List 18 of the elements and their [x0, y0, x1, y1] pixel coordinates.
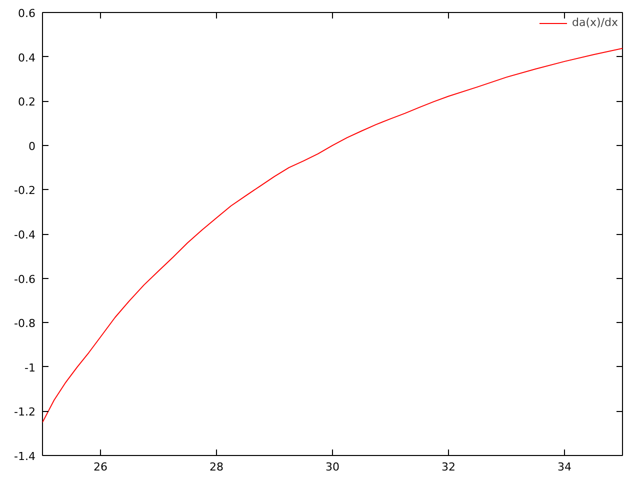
- y-tick-label: -0.4: [14, 228, 36, 242]
- x-tick-label: 28: [210, 460, 224, 474]
- y-tick-label: 0.2: [18, 96, 36, 109]
- y-tick-label: 0.4: [18, 51, 36, 64]
- x-tick-label: 26: [94, 460, 108, 474]
- y-tick-label: -1: [24, 361, 36, 374]
- x-tick-label: 30: [326, 460, 340, 474]
- line-series: [42, 48, 622, 423]
- y-tick-label: -0.8: [14, 317, 36, 330]
- y-tick-label: -0.6: [14, 272, 36, 286]
- y-tick-label: -1.4: [14, 450, 36, 463]
- y-tick-label: 0.6: [18, 7, 36, 20]
- legend-label: da(x)/dx: [572, 16, 618, 29]
- y-tick-label: -1.2: [14, 406, 36, 419]
- x-tick-label: 34: [558, 460, 572, 474]
- y-tick-label: -0.2: [14, 184, 36, 198]
- y-tick-label: 0: [28, 140, 36, 153]
- x-tick-label: 32: [442, 460, 456, 474]
